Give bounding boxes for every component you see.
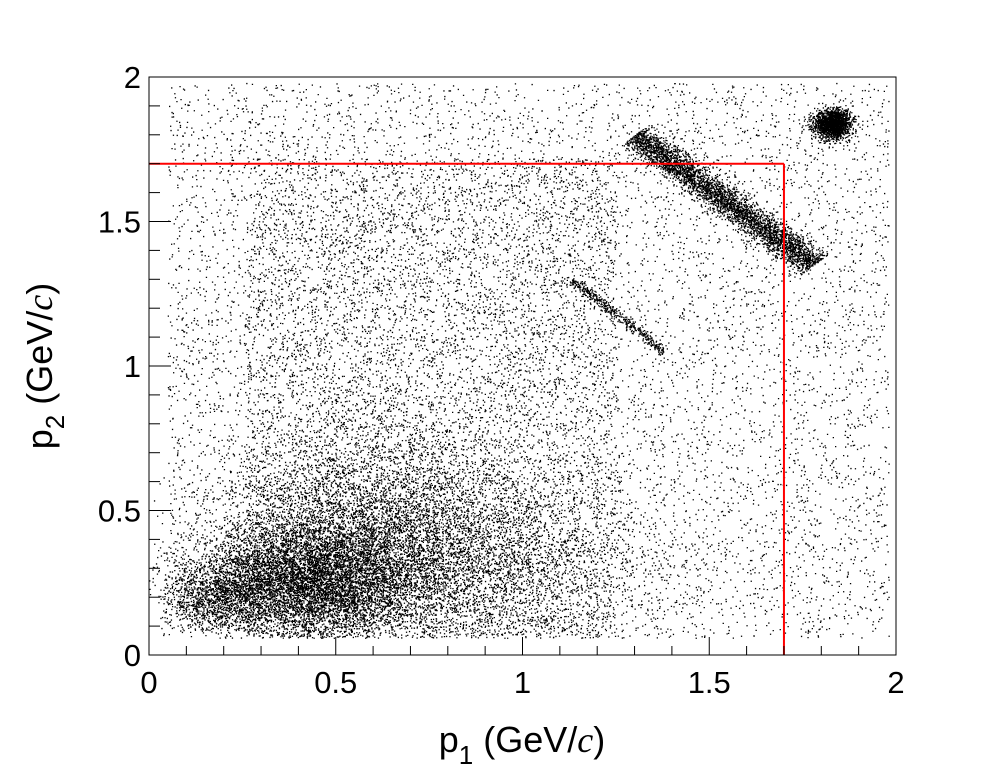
scatter-point-cloud — [149, 82, 890, 639]
y-tick-label: 2 — [124, 60, 141, 95]
y-tick-label: 1.5 — [98, 205, 141, 240]
x-tick-label: 1.5 — [688, 665, 731, 700]
x-tick-label: 0 — [140, 665, 157, 700]
x-tick-label: 2 — [887, 665, 904, 700]
x-tick-label: 1 — [514, 665, 531, 700]
y-tick-label: 0.5 — [98, 494, 141, 529]
y-tick-label: 0 — [124, 638, 141, 673]
y-axis-title: p2 (GeV/c) — [19, 283, 70, 450]
tick-labels: 0 0.5 1 1.5 2 0 0.5 1 1.5 2 — [98, 60, 905, 700]
plot-area — [149, 77, 896, 655]
x-axis-title: p1 (GeV/c) — [439, 719, 606, 770]
y-tick-label: 1 — [124, 349, 141, 384]
scatter-points — [149, 82, 890, 639]
axis-ticks — [148, 76, 897, 656]
cut-lines — [149, 162, 785, 655]
x-tick-label: 0.5 — [314, 665, 357, 700]
